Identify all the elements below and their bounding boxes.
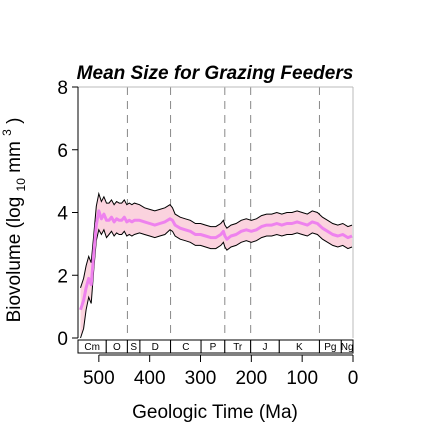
y-axis-title-unit: mm xyxy=(4,141,25,173)
x-tick-label-0: 0 xyxy=(348,368,359,389)
y-tick-label-4: 4 xyxy=(57,204,68,225)
period-label-k: K xyxy=(296,342,303,353)
period-label-o: O xyxy=(113,342,121,353)
band-upper-edge xyxy=(80,191,353,288)
y-tick-label-8: 8 xyxy=(57,78,68,99)
x-tick-label-300: 300 xyxy=(185,368,217,389)
y-axis-title-subscript: 10 xyxy=(14,178,28,192)
confidence-band xyxy=(80,193,352,338)
period-label-p: P xyxy=(210,342,217,353)
y-tick-label-6: 6 xyxy=(57,141,68,162)
svg-text:Biovolume (log 10: Biovolume (log 10 mm 3 ) xyxy=(0,118,30,323)
y-axis-title-close: ) xyxy=(4,118,25,124)
plot-area: 0 2 4 6 8 Cm O S D C P Tr J K Pg Ng 500 400 300 200 100 0 xyxy=(57,78,358,389)
y-tick-label-0: 0 xyxy=(57,329,68,350)
period-label-cm: Cm xyxy=(84,342,100,353)
mean-line-series-0 xyxy=(79,209,353,311)
period-label-j: J xyxy=(262,342,267,353)
period-label-tr: Tr xyxy=(233,342,243,353)
period-label-pg: Pg xyxy=(324,342,336,353)
y-axis-title: Biovolume (log 10 mm 3 ) xyxy=(0,118,30,323)
y-axis-title-superscript: 3 xyxy=(0,129,14,136)
x-tick-label-400: 400 xyxy=(134,368,166,389)
period-box-ng xyxy=(340,339,354,354)
chart-title: Mean Size for Grazing Feeders xyxy=(77,63,354,84)
x-tick-label-500: 500 xyxy=(83,368,115,389)
period-label-c: C xyxy=(182,342,189,353)
y-tick-label-2: 2 xyxy=(57,266,68,287)
y-axis-title-main: Biovolume (log xyxy=(4,197,25,323)
x-tick-label-200: 200 xyxy=(235,368,267,389)
period-label-ng: Ng xyxy=(341,342,354,353)
x-tick-label-100: 100 xyxy=(286,368,318,389)
band-lower-edge xyxy=(80,228,353,339)
period-label-d: D xyxy=(152,342,159,353)
period-label-s: S xyxy=(130,342,137,353)
x-axis-title: Geologic Time (Ma) xyxy=(132,402,298,423)
